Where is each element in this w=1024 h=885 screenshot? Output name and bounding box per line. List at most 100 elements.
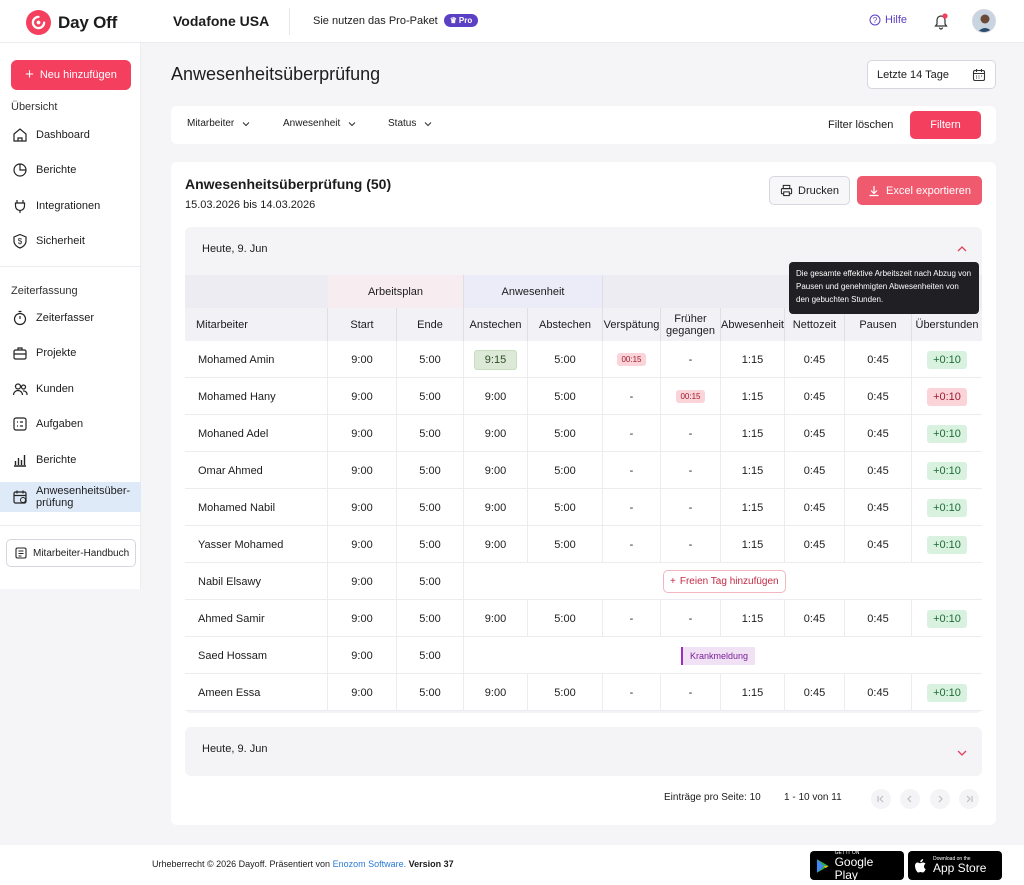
cell-absence: 1:15 [721, 526, 785, 563]
notification-button[interactable] [933, 12, 949, 33]
cell-out: 5:00 [528, 378, 603, 415]
column-header[interactable]: Früher gegangen [661, 308, 721, 341]
calendar-icon [972, 68, 986, 81]
rows-per-page[interactable]: Einträge pro Seite: 10 [664, 792, 761, 803]
add-day-off-button[interactable]: + Freien Tag hinzufügen [663, 570, 786, 593]
company-name: Vodafone USA [173, 13, 270, 29]
column-header[interactable]: Mitarbeiter [185, 308, 328, 341]
page-title: Anwesenheitsüberprüfung [171, 64, 381, 84]
table-row[interactable]: Nabil Elsawy 9:00 5:00 + Freien Tag hinzufüg… [185, 563, 982, 600]
google-play-icon [816, 858, 829, 873]
cell-absence: 1:15 [721, 674, 785, 711]
overtime-badge: +0:10 [927, 350, 967, 369]
collapse-group-button[interactable] [957, 242, 967, 256]
day-group-collapsed[interactable]: Heute, 9. Jun [185, 727, 982, 776]
cell-net: 0:45 [785, 452, 845, 489]
version-label: Version 37 [408, 859, 454, 869]
expand-group-button[interactable] [957, 746, 967, 760]
sidebar-item-tasks[interactable]: Aufgaben [0, 410, 141, 438]
cell-late: - [603, 378, 661, 415]
cell-absence: 1:15 [721, 600, 785, 637]
sidebar-item-security[interactable]: $ Sicherheit [0, 227, 141, 255]
sidebar-item-time-tracker[interactable]: Zeiterfasser [0, 304, 141, 332]
avatar[interactable] [972, 9, 996, 33]
status-filter[interactable]: Status [388, 118, 432, 129]
sidebar-item-attendance-review[interactable]: Anwesenheitsüber- prüfung [0, 482, 141, 512]
column-header[interactable]: Anstechen [464, 308, 528, 341]
print-button[interactable]: Drucken [769, 176, 850, 205]
employee-filter[interactable]: Mitarbeiter [187, 118, 250, 129]
column-header[interactable]: Überstunden [915, 318, 979, 331]
cell-late: - [603, 489, 661, 526]
column-header[interactable]: Nettozeit [785, 308, 845, 341]
filter-bar: Mitarbeiter Anwesenheit Status Filter lö… [171, 106, 996, 144]
cell-end: 5:00 [397, 489, 464, 526]
table-row[interactable]: Ahmed Samir 9:00 5:00 9:00 5:00- -1:15 0:45 0:4… [185, 600, 982, 637]
day-group-expanded: Heute, 9. Jun Arbeitsplan Anwesenheit Mi… [185, 227, 982, 713]
app-logo[interactable]: Day Off [26, 10, 117, 35]
column-header[interactable]: Abstechen [528, 308, 603, 341]
table-row[interactable]: Mohamed Nabil 9:00 5:00 9:00 5:00- -1:15 0:45 0… [185, 489, 982, 526]
cell-in: 9:00 [464, 600, 528, 637]
cell-end: 5:00 [397, 526, 464, 563]
table-row[interactable]: Saed Hossam 9:00 5:00 Krankmeldung [185, 637, 982, 674]
column-header[interactable]: Verspätung [603, 308, 661, 341]
next-page-button[interactable] [930, 789, 950, 809]
table-row[interactable]: Ameen Essa 9:00 5:00 9:00 5:00- -1:15 0:45 0:45… [185, 674, 982, 711]
cell-breaks: 0:45 [845, 452, 912, 489]
overtime-badge: +0:10 [927, 424, 967, 443]
bar-chart-icon [14, 455, 26, 467]
prev-page-button[interactable] [900, 789, 920, 809]
table-row[interactable]: Yasser Mohamed 9:00 5:00 9:00 5:00- -1:15 0:45… [185, 526, 982, 563]
calendar-check-icon [13, 490, 27, 504]
company-link[interactable]: Enozom Software. [332, 859, 407, 869]
cell-overtime: +0:10 [912, 489, 982, 526]
chevron-up-icon [957, 246, 967, 252]
table-row[interactable]: Mohaned Adel 9:00 5:00 9:00 5:00- -1:15 0:45 0:… [185, 415, 982, 452]
add-new-button[interactable]: + Neu hinzufügen [11, 60, 131, 90]
sidebar-item-dashboard[interactable]: Dashboard [0, 121, 141, 149]
cell-net: 0:45 [785, 600, 845, 637]
help-link[interactable]: ? Hilfe [869, 14, 907, 26]
table-row[interactable]: Mohamed Amin 9:00 5:00 9:15 5:00 00:15-1:15 0:… [185, 341, 982, 378]
sidebar-item-clients[interactable]: Kunden [0, 375, 141, 403]
users-icon [12, 383, 28, 396]
sidebar-item-reports[interactable]: Berichte [0, 156, 141, 184]
column-header[interactable]: Abwesenheit [721, 308, 785, 341]
export-excel-button[interactable]: Excel exportieren [857, 176, 982, 205]
cell-start: 9:00 [328, 526, 397, 563]
sidebar-item-integrations[interactable]: Integrationen [0, 192, 141, 220]
chevron-down-icon [424, 121, 432, 126]
cell-name: Mohamed Amin [185, 341, 328, 378]
attendance-filter[interactable]: Anwesenheit [283, 118, 356, 129]
bell-icon [934, 13, 948, 30]
cell-name: Nabil Elsawy [185, 563, 328, 600]
cell-in: 9:00 [464, 674, 528, 711]
divider [0, 525, 141, 526]
cell-overtime: +0:10 [912, 600, 982, 637]
date-range-select[interactable]: Letzte 14 Tage [867, 60, 996, 89]
cell-name: Ameen Essa [185, 674, 328, 711]
table-row[interactable]: Omar Ahmed 9:00 5:00 9:00 5:00- -1:15 0:45 0:45… [185, 452, 982, 489]
first-page-button[interactable] [871, 789, 891, 809]
cell-net: 0:45 [785, 415, 845, 452]
sidebar-item-projects[interactable]: Projekte [0, 339, 141, 367]
clear-filter-button[interactable]: Filter löschen [828, 119, 894, 131]
overtime-badge: +0:10 [927, 461, 967, 480]
cell-breaks: 0:45 [845, 526, 912, 563]
cell-late: - [603, 415, 661, 452]
plug-icon [14, 200, 26, 213]
column-header[interactable]: Ende [397, 308, 464, 341]
app-store-button[interactable]: Download on the App Store [908, 851, 1002, 880]
last-page-button[interactable] [959, 789, 979, 809]
help-icon: ? [869, 14, 881, 26]
table-row[interactable]: Mohamed Hany 9:00 5:00 9:00 5:00-00:15 1:15 0:… [185, 378, 982, 415]
sidebar-item-time-reports[interactable]: Berichte [0, 446, 141, 474]
column-header[interactable]: Pausen [845, 308, 912, 341]
apply-filter-button[interactable]: Filtern [910, 111, 981, 139]
employee-handbook-button[interactable]: Mitarbeiter-Handbuch [6, 539, 136, 567]
column-header[interactable]: Start [328, 308, 397, 341]
tasks-icon [13, 417, 27, 431]
cell-net: 0:45 [785, 341, 845, 378]
google-play-button[interactable]: GET IT ON Google Play [810, 850, 904, 881]
